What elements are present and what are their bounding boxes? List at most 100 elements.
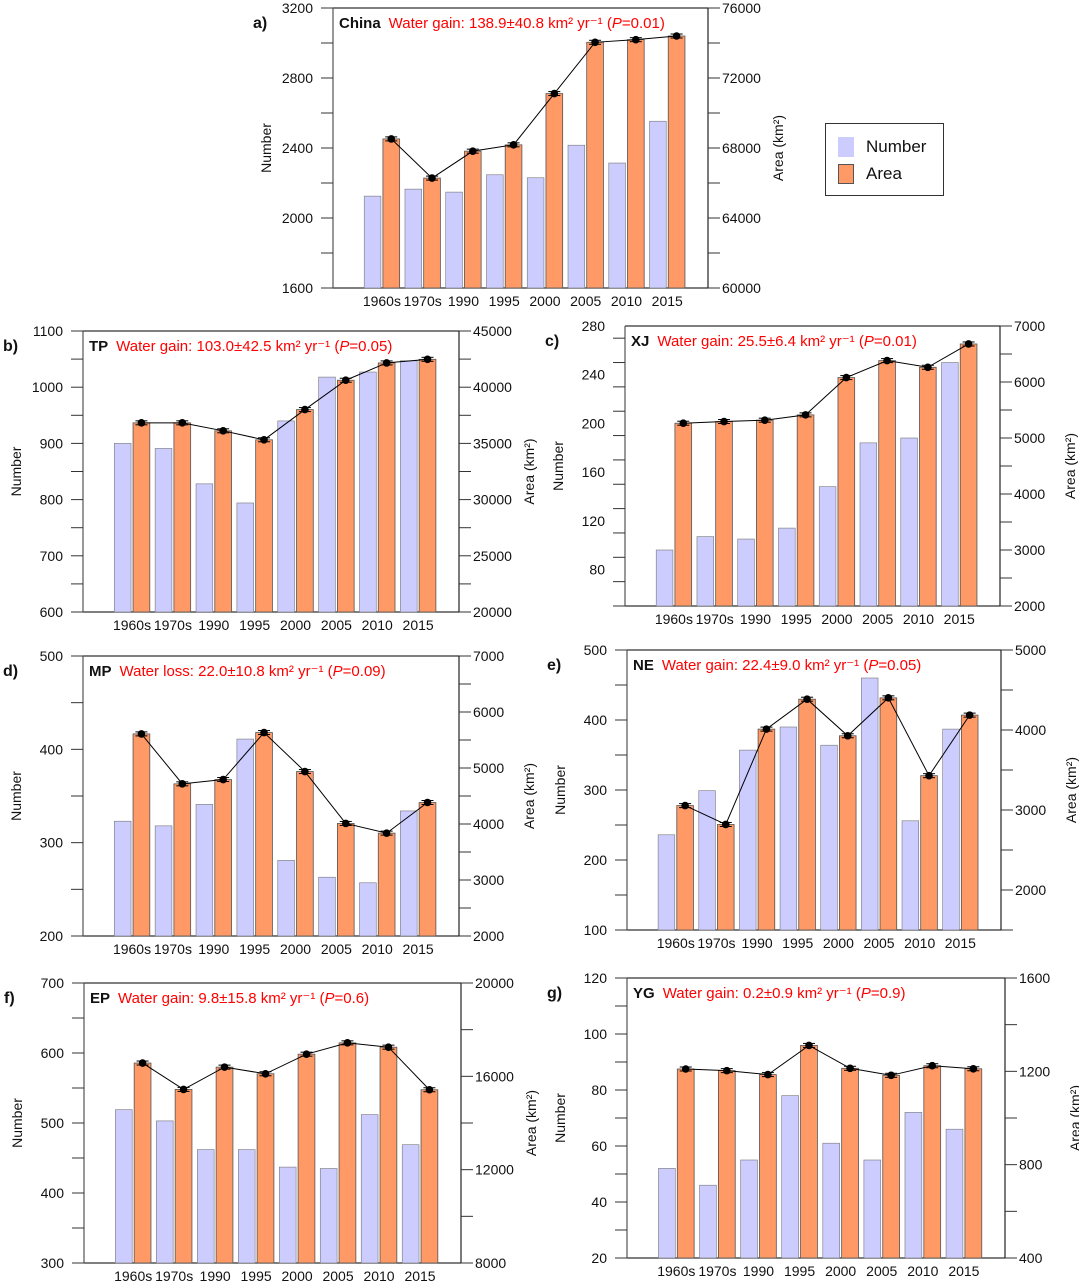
category-label: 1960s [657, 1263, 695, 1279]
category-label: 1970s [155, 1268, 193, 1284]
number-bar [197, 1149, 215, 1264]
area-bar [504, 144, 523, 289]
area-data-point [138, 1059, 147, 1067]
category-label: 1970s [697, 935, 735, 951]
left-tick-label: 700 [41, 975, 65, 991]
area-data-point [801, 411, 810, 419]
number-bar [401, 1144, 420, 1264]
area-data-point [468, 147, 477, 155]
region-name: China [339, 15, 381, 32]
category-label: 2015 [403, 617, 434, 633]
right-axis-title: Area (km²) [521, 763, 537, 829]
category-label: 2000 [825, 1263, 856, 1279]
right-tick-label: 3000 [1015, 802, 1046, 818]
right-axis-title: Area (km²) [523, 1090, 539, 1156]
area-bar [338, 1042, 357, 1264]
p-symbol: P [868, 657, 878, 674]
region-name: EP [90, 990, 110, 1007]
right-tick-label: 2000 [1014, 598, 1045, 614]
left-tick-label: 1600 [282, 280, 313, 296]
left-tick-label: 100 [584, 1026, 608, 1042]
category-label: 2000 [821, 611, 852, 627]
area-data-point [721, 820, 730, 829]
category-label: 1960s [113, 617, 151, 633]
legend: Number Area [825, 123, 944, 196]
right-tick-label: 400 [1019, 1250, 1043, 1266]
area-data-point [423, 798, 432, 807]
right-tick-label: 5000 [473, 760, 504, 776]
left-tick-label: 80 [591, 1082, 607, 1098]
panel-annotation: XJ Water gain: 25.5±6.4 km² yr⁻¹ (P=0.01) [631, 333, 917, 350]
area-data-point [301, 767, 309, 776]
legend-swatch-number [838, 137, 854, 157]
left-tick-label: 120 [584, 970, 608, 986]
area-trend-line [390, 35, 677, 179]
p-value: =0.01) [874, 333, 917, 350]
right-tick-label: 4000 [1014, 486, 1045, 502]
area-data-point [179, 1085, 188, 1094]
category-label: 2010 [362, 617, 393, 633]
right-tick-label: 6000 [473, 704, 504, 720]
number-bar [657, 834, 676, 931]
number-bar [113, 443, 132, 613]
left-tick-label: 200 [582, 415, 606, 431]
number-bar [277, 420, 295, 613]
right-tick-label: 25000 [473, 548, 512, 564]
area-bar [418, 802, 437, 937]
left-tick-label: 300 [41, 1255, 65, 1271]
area-bar [920, 775, 938, 931]
area-bar [215, 1066, 234, 1264]
right-tick-label: 20000 [475, 975, 514, 991]
category-label: 1970s [154, 617, 192, 633]
area-trend-line [141, 731, 428, 834]
panel-annotation: China Water gain: 138.9±40.8 km² yr⁻¹ (P=… [339, 15, 665, 32]
p-value: =0.05) [878, 657, 921, 674]
category-label: 2015 [948, 1263, 979, 1279]
area-bar [919, 366, 937, 607]
trend-text: Water gain: 138.9±40.8 km² yr⁻¹ ( [389, 15, 612, 32]
p-symbol: P [339, 338, 349, 355]
number-bar [779, 726, 798, 931]
area-data-point [883, 356, 891, 365]
panel-a: 1600 2000 2400 2800 3200 60000 64000 68000 72000… [253, 0, 786, 309]
number-bar [115, 1109, 133, 1264]
panel-label: d) [3, 663, 18, 680]
number-bar [195, 483, 214, 613]
area-bar [464, 150, 482, 289]
category-label: 2000 [282, 1268, 313, 1284]
p-value: =0.01) [622, 15, 665, 32]
area-data-point [178, 780, 187, 788]
area-bar [800, 1045, 818, 1259]
left-axis-title: Number [8, 771, 24, 821]
category-label: 1990 [200, 1268, 231, 1284]
right-tick-label: 20000 [473, 604, 512, 620]
right-tick-label: 4000 [473, 816, 504, 832]
right-tick-label: 6000 [1014, 374, 1045, 390]
area-bar [255, 439, 273, 613]
panel-label: f) [4, 990, 15, 1007]
category-label: 1970s [696, 611, 734, 627]
area-bar [676, 805, 694, 931]
area-bar [959, 343, 978, 607]
area-data-point [423, 355, 432, 364]
area-data-point [341, 819, 350, 828]
number-bar [861, 677, 879, 931]
area-bar [133, 1062, 152, 1264]
left-tick-label: 700 [40, 548, 64, 564]
number-bar [359, 371, 377, 613]
area-bar [717, 824, 735, 931]
category-label: 1995 [782, 935, 813, 951]
left-tick-label: 40 [591, 1194, 607, 1210]
number-bar [696, 536, 714, 607]
panel-label: e) [547, 657, 561, 674]
left-tick-label: 2000 [282, 210, 313, 226]
area-data-point [382, 829, 391, 837]
number-bar [778, 527, 796, 607]
left-tick-label: 300 [40, 835, 64, 851]
right-tick-label: 35000 [473, 435, 512, 451]
area-bar [173, 422, 192, 613]
area-data-point [672, 32, 681, 40]
category-label: 2005 [863, 935, 894, 951]
area-data-point [762, 725, 771, 733]
